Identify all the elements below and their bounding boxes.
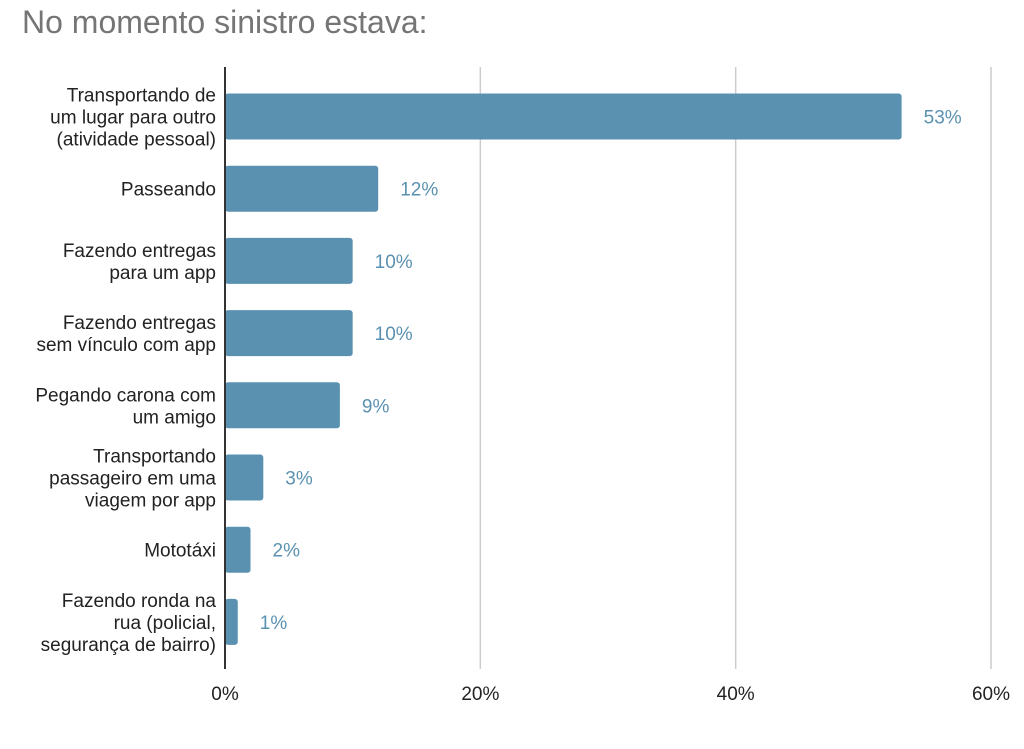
chart-title: No momento sinistro estava: <box>22 4 428 40</box>
value-label-4: 9% <box>362 396 390 417</box>
category-label-0: Transportando de um lugar para outro (ativ… <box>50 86 216 151</box>
x-tick-label-60: 60% <box>972 684 1010 705</box>
bar-1 <box>225 165 379 212</box>
value-label-1: 12% <box>400 180 438 201</box>
bar-7 <box>225 598 238 645</box>
category-label-6: Mototáxi <box>144 541 216 562</box>
category-label-5: Transportando passageiro em uma viagem por… <box>49 447 216 512</box>
category-label-4: Pegando carona com um amigo <box>35 385 216 428</box>
x-tick-label-20: 20% <box>461 684 499 705</box>
category-label-7: Fazendo ronda na rua (policial, segurança … <box>41 591 217 656</box>
value-label-6: 2% <box>273 541 301 562</box>
bar-2 <box>225 237 353 284</box>
bar-5 <box>225 454 264 501</box>
value-label-7: 1% <box>260 613 288 634</box>
x-tick-label-40: 40% <box>717 684 755 705</box>
bar-6 <box>225 526 251 573</box>
category-label-3: Fazendo entregas sem vínculo com app <box>36 313 216 356</box>
x-tick-label-0: 0% <box>211 684 239 705</box>
bar-3 <box>225 310 353 357</box>
value-label-5: 3% <box>285 469 313 490</box>
value-label-2: 10% <box>375 252 413 273</box>
value-label-3: 10% <box>375 324 413 345</box>
category-label-1: Passeando <box>121 180 216 201</box>
value-label-0: 53% <box>924 108 962 129</box>
bar-4 <box>225 382 340 429</box>
bar-0 <box>225 93 902 140</box>
category-label-2: Fazendo entregas para um app <box>63 241 216 284</box>
